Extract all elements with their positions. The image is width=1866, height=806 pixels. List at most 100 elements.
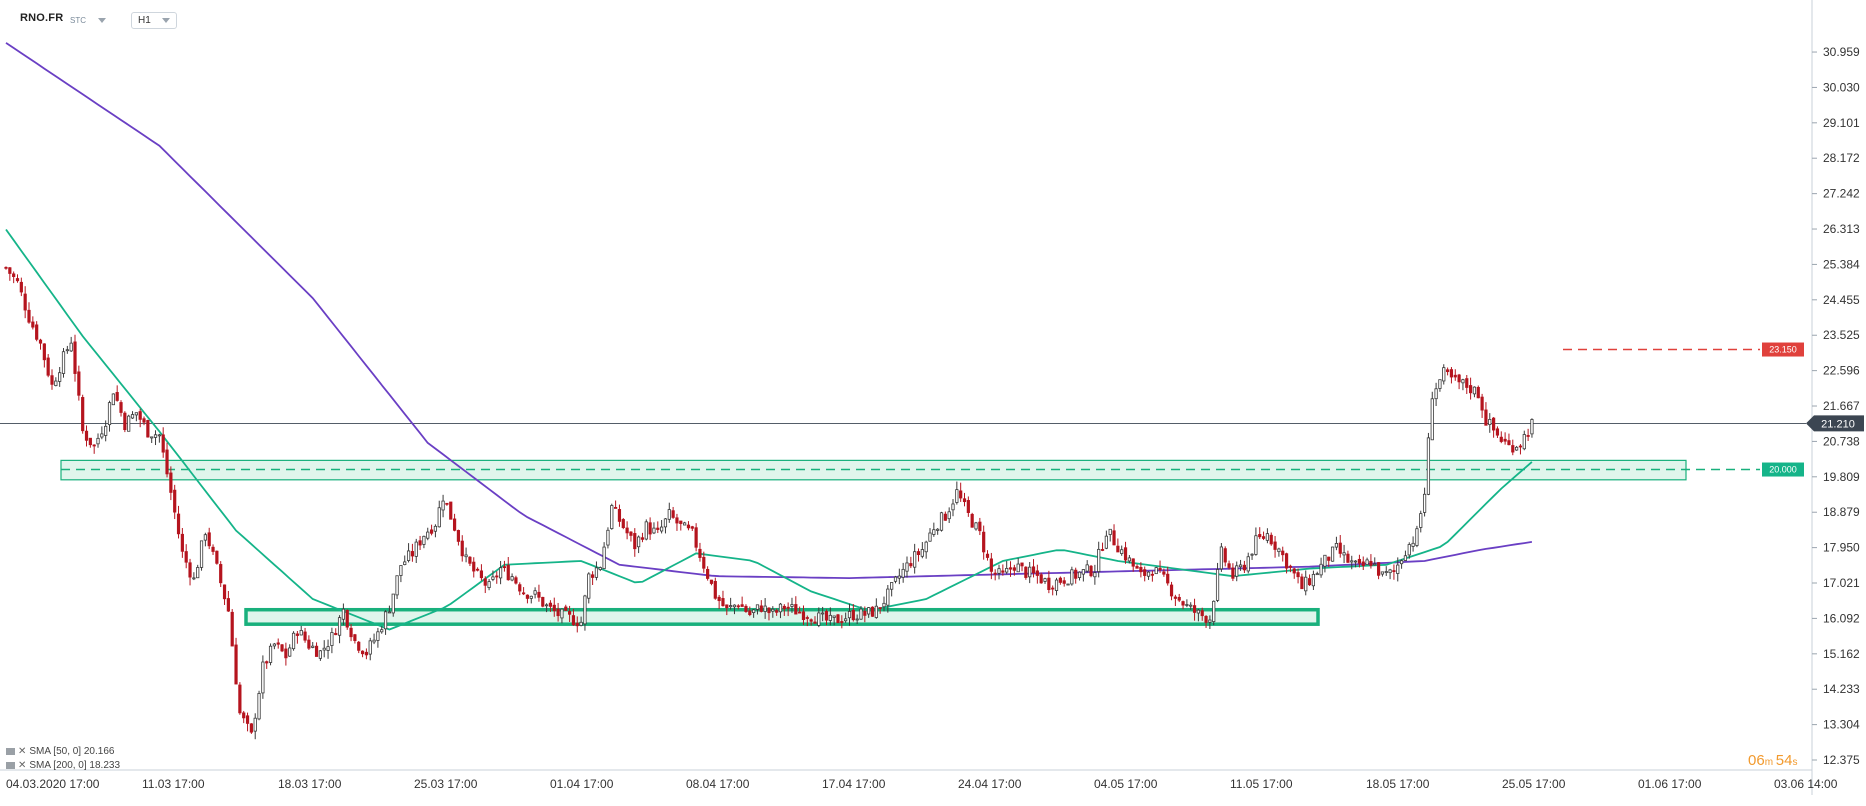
candle bbox=[222, 584, 227, 605]
candle bbox=[100, 426, 104, 440]
legend-sma-50[interactable]: ✕ SMA [50, 0] 20.166 bbox=[6, 746, 114, 757]
candle bbox=[188, 558, 192, 586]
candle bbox=[813, 616, 817, 624]
candle bbox=[1123, 541, 1128, 564]
candle bbox=[767, 607, 771, 621]
candle bbox=[1330, 546, 1335, 562]
candle bbox=[19, 277, 23, 297]
y-tick-label: 20.738 bbox=[1823, 434, 1860, 448]
candle bbox=[249, 723, 253, 734]
y-tick-label: 30.959 bbox=[1823, 45, 1860, 59]
candle bbox=[686, 521, 691, 531]
candle bbox=[322, 640, 326, 658]
candle bbox=[395, 575, 399, 600]
candle bbox=[594, 561, 599, 581]
candle bbox=[913, 543, 917, 574]
y-tick-label: 23.525 bbox=[1823, 328, 1860, 342]
candle bbox=[376, 627, 380, 648]
plot-area[interactable] bbox=[0, 42, 1806, 740]
candle bbox=[775, 608, 779, 616]
support-badge-label: 20.000 bbox=[1769, 465, 1797, 475]
candle bbox=[234, 637, 238, 685]
timeframe-selector[interactable]: H1 bbox=[131, 12, 177, 29]
candle bbox=[1350, 555, 1354, 570]
candle bbox=[1227, 560, 1231, 570]
candle bbox=[42, 343, 46, 368]
candle bbox=[1407, 542, 1411, 559]
indicator-settings-icon[interactable] bbox=[6, 761, 15, 769]
candle bbox=[1503, 432, 1507, 445]
candle bbox=[81, 394, 85, 434]
candle bbox=[732, 604, 737, 615]
candle bbox=[429, 524, 434, 536]
candle bbox=[1261, 531, 1266, 541]
candle bbox=[675, 513, 679, 531]
candle bbox=[104, 420, 108, 442]
candle bbox=[1135, 564, 1139, 569]
candle bbox=[782, 604, 786, 616]
candle bbox=[564, 604, 568, 611]
candle bbox=[794, 596, 798, 615]
candle bbox=[472, 557, 476, 578]
candle bbox=[521, 587, 526, 596]
candle bbox=[1093, 564, 1097, 585]
candle bbox=[422, 535, 426, 549]
y-tick-label: 16.092 bbox=[1823, 611, 1860, 625]
indicator-settings-icon[interactable] bbox=[6, 747, 15, 755]
candle bbox=[1074, 567, 1078, 584]
candle bbox=[92, 444, 96, 454]
candle bbox=[12, 271, 16, 284]
candle bbox=[740, 596, 744, 607]
candle bbox=[1461, 378, 1465, 391]
candle bbox=[1434, 382, 1438, 406]
candle bbox=[640, 532, 645, 543]
candle bbox=[721, 590, 725, 607]
candle bbox=[518, 582, 522, 596]
candle bbox=[130, 411, 135, 419]
candle bbox=[165, 442, 169, 478]
candle bbox=[196, 564, 200, 579]
candle bbox=[1066, 583, 1070, 586]
candle bbox=[1284, 552, 1289, 574]
candle bbox=[215, 550, 219, 565]
source-selector[interactable]: STC bbox=[70, 16, 107, 25]
candle bbox=[1334, 536, 1339, 551]
y-tick-label: 18.879 bbox=[1823, 505, 1860, 519]
candles bbox=[4, 266, 1534, 740]
candle bbox=[111, 393, 115, 406]
close-icon[interactable]: ✕ bbox=[18, 746, 27, 757]
candle bbox=[1062, 577, 1066, 587]
candle bbox=[1012, 564, 1016, 576]
candle bbox=[932, 522, 936, 537]
candle bbox=[357, 640, 361, 654]
y-tick-label: 19.809 bbox=[1823, 470, 1860, 484]
close-icon[interactable]: ✕ bbox=[18, 760, 27, 771]
y-tick-label: 30.030 bbox=[1823, 80, 1860, 94]
candle bbox=[487, 578, 491, 591]
x-tick-label: 01.04 17:00 bbox=[550, 777, 614, 791]
candle bbox=[736, 604, 740, 610]
legend-sma-200[interactable]: ✕ SMA [200, 0] 18.233 bbox=[6, 760, 120, 771]
candle bbox=[575, 616, 579, 633]
candle bbox=[31, 316, 35, 330]
candle bbox=[1277, 547, 1281, 557]
candle bbox=[65, 345, 69, 354]
candle bbox=[529, 595, 533, 604]
candle bbox=[905, 556, 909, 578]
candle bbox=[280, 644, 284, 653]
candle bbox=[311, 642, 315, 649]
candle bbox=[859, 606, 863, 620]
candle bbox=[199, 540, 204, 571]
candle bbox=[464, 547, 468, 563]
candle bbox=[372, 633, 376, 645]
candle bbox=[1304, 570, 1308, 596]
candle bbox=[548, 600, 553, 612]
candle bbox=[1446, 367, 1450, 376]
candle bbox=[58, 366, 62, 387]
symbol-label[interactable]: RNO.FR bbox=[20, 12, 64, 24]
candle bbox=[537, 584, 541, 602]
candle bbox=[579, 616, 583, 627]
candle bbox=[1223, 546, 1227, 567]
candle bbox=[161, 427, 165, 458]
